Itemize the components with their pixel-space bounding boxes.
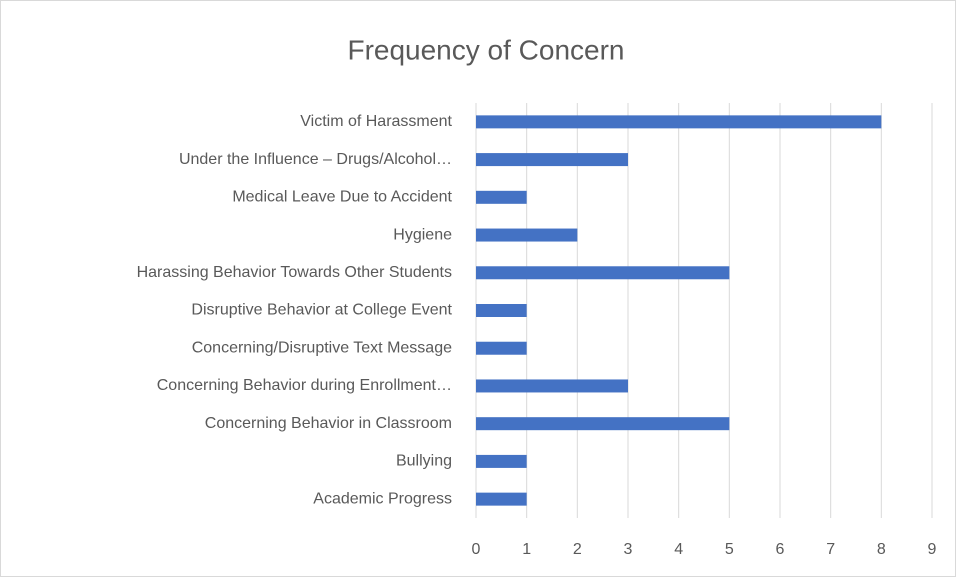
x-tick-label: 6: [776, 541, 785, 558]
bar: [476, 492, 527, 506]
x-tick-label: 3: [624, 541, 633, 558]
bar: [476, 115, 882, 129]
y-tick-label: Concerning/Disruptive Text Message: [192, 339, 452, 356]
bar: [476, 454, 527, 468]
bar: [476, 228, 578, 242]
bar: [476, 153, 628, 167]
bar: [476, 341, 527, 355]
x-tick-label: 5: [725, 541, 734, 558]
y-tick-label: Victim of Harassment: [300, 113, 452, 130]
y-tick-label: Bullying: [396, 453, 452, 470]
x-tick-label: 2: [573, 541, 582, 558]
bar: [476, 190, 527, 204]
chart-title: Frequency of Concern: [347, 34, 624, 65]
bar: [476, 417, 730, 431]
bar: [476, 379, 628, 393]
y-tick-label: Concerning Behavior in Classroom: [205, 415, 452, 432]
y-tick-label: Harassing Behavior Towards Other Student…: [137, 264, 452, 281]
x-tick-label: 9: [928, 541, 937, 558]
y-tick-label: Medical Leave Due to Accident: [232, 189, 452, 206]
y-tick-label: Under the Influence – Drugs/Alcohol…: [179, 151, 452, 168]
y-tick-label: Disruptive Behavior at College Event: [191, 302, 452, 319]
bar: [476, 266, 730, 280]
x-tick-label: 0: [472, 541, 481, 558]
x-tick-label: 4: [674, 541, 683, 558]
bar: [476, 304, 527, 317]
y-tick-label: Academic Progress: [313, 490, 452, 507]
x-tick-label: 1: [522, 541, 531, 558]
x-tick-label: 7: [826, 541, 835, 558]
y-tick-label: Concerning Behavior during Enrollment…: [157, 377, 452, 394]
y-tick-label: Hygiene: [393, 226, 452, 243]
x-tick-label: 8: [877, 541, 886, 558]
